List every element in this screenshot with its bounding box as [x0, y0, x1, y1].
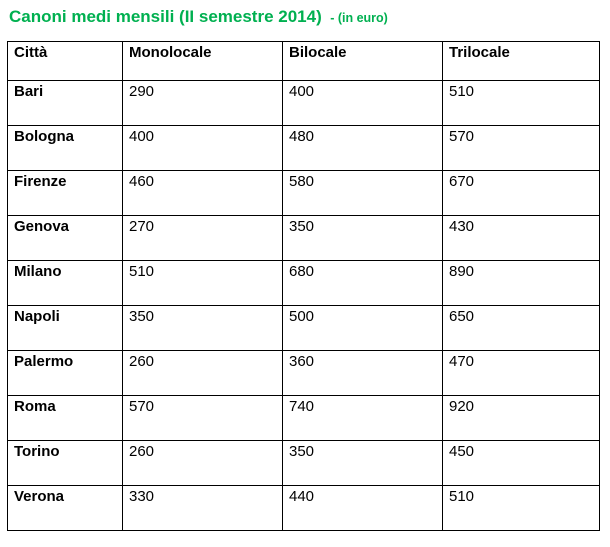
value-cell: 650	[442, 305, 600, 351]
value-cell: 570	[122, 395, 283, 441]
rent-table: Città Monolocale Bilocale Trilocale Bari…	[7, 41, 600, 531]
table-row: Torino 260 350 450	[7, 440, 600, 486]
value-cell: 510	[122, 260, 283, 306]
value-cell: 260	[122, 440, 283, 486]
city-cell: Verona	[7, 485, 123, 531]
column-header-trilocale: Trilocale	[442, 41, 600, 81]
value-cell: 450	[442, 440, 600, 486]
value-cell: 510	[442, 485, 600, 531]
value-cell: 680	[282, 260, 443, 306]
table-row: Firenze 460 580 670	[7, 170, 600, 216]
value-cell: 480	[282, 125, 443, 171]
value-cell: 580	[282, 170, 443, 216]
table-row: Genova 270 350 430	[7, 215, 600, 261]
value-cell: 670	[442, 170, 600, 216]
value-cell: 400	[282, 80, 443, 126]
city-cell: Torino	[7, 440, 123, 486]
city-cell: Napoli	[7, 305, 123, 351]
city-cell: Bari	[7, 80, 123, 126]
value-cell: 510	[442, 80, 600, 126]
city-cell: Palermo	[7, 350, 123, 396]
title-unit-suffix: - (in euro)	[330, 11, 388, 25]
value-cell: 460	[122, 170, 283, 216]
column-header-bilocale: Bilocale	[282, 41, 443, 81]
value-cell: 400	[122, 125, 283, 171]
value-cell: 350	[282, 440, 443, 486]
value-cell: 270	[122, 215, 283, 261]
value-cell: 430	[442, 215, 600, 261]
value-cell: 500	[282, 305, 443, 351]
city-cell: Bologna	[7, 125, 123, 171]
value-cell: 470	[442, 350, 600, 396]
value-cell: 360	[282, 350, 443, 396]
value-cell: 920	[442, 395, 600, 441]
value-cell: 290	[122, 80, 283, 126]
city-cell: Roma	[7, 395, 123, 441]
column-header-monolocale: Monolocale	[122, 41, 283, 81]
table-header-row: Città Monolocale Bilocale Trilocale	[7, 41, 600, 81]
value-cell: 890	[442, 260, 600, 306]
city-cell: Firenze	[7, 170, 123, 216]
value-cell: 330	[122, 485, 283, 531]
value-cell: 740	[282, 395, 443, 441]
value-cell: 440	[282, 485, 443, 531]
column-header-citta: Città	[7, 41, 123, 81]
table-row: Bari 290 400 510	[7, 80, 600, 126]
table-row: Milano 510 680 890	[7, 260, 600, 306]
title-main-text: Canoni medi mensili (II semestre 2014)	[9, 7, 322, 26]
table-row: Bologna 400 480 570	[7, 125, 600, 171]
value-cell: 350	[282, 215, 443, 261]
page-title: Canoni medi mensili (II semestre 2014) -…	[7, 7, 610, 27]
value-cell: 570	[442, 125, 600, 171]
table-row: Roma 570 740 920	[7, 395, 600, 441]
value-cell: 350	[122, 305, 283, 351]
table-row: Verona 330 440 510	[7, 485, 600, 531]
city-cell: Genova	[7, 215, 123, 261]
value-cell: 260	[122, 350, 283, 396]
table-row: Palermo 260 360 470	[7, 350, 600, 396]
table-row: Napoli 350 500 650	[7, 305, 600, 351]
city-cell: Milano	[7, 260, 123, 306]
